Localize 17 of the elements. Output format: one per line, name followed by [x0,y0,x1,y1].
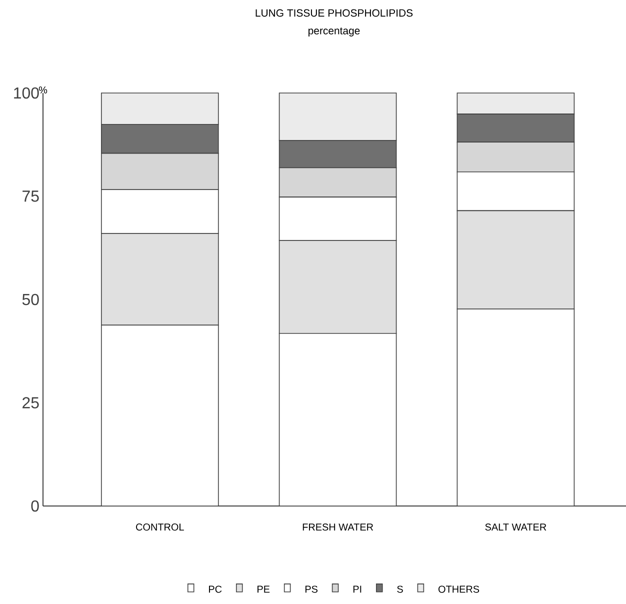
y-tick-label: 100 [14,87,39,99]
legend-label: PC [209,586,222,593]
y-tick-label: 75 [22,190,39,202]
chart-title: LUNG TISSUE PHOSPHOLIPIDS [256,9,413,17]
legend-label: PE [258,586,270,593]
y-tick-label: 0 [31,500,39,512]
y-tick-label: 50 [22,294,39,306]
y-axis-title: % [38,86,48,94]
x-tick-label: CONTROL [136,524,184,531]
x-tick-label: SALT WATER [485,524,546,531]
chart-subtitle: percentage [308,28,360,36]
x-tick-label: FRESH WATER [302,524,374,531]
legend-label: OTHERS [438,586,480,593]
legend-label: PS [305,586,318,593]
legend-label: PI [353,586,362,593]
legend-label: S [397,586,403,593]
y-tick-label: 25 [22,397,39,408]
